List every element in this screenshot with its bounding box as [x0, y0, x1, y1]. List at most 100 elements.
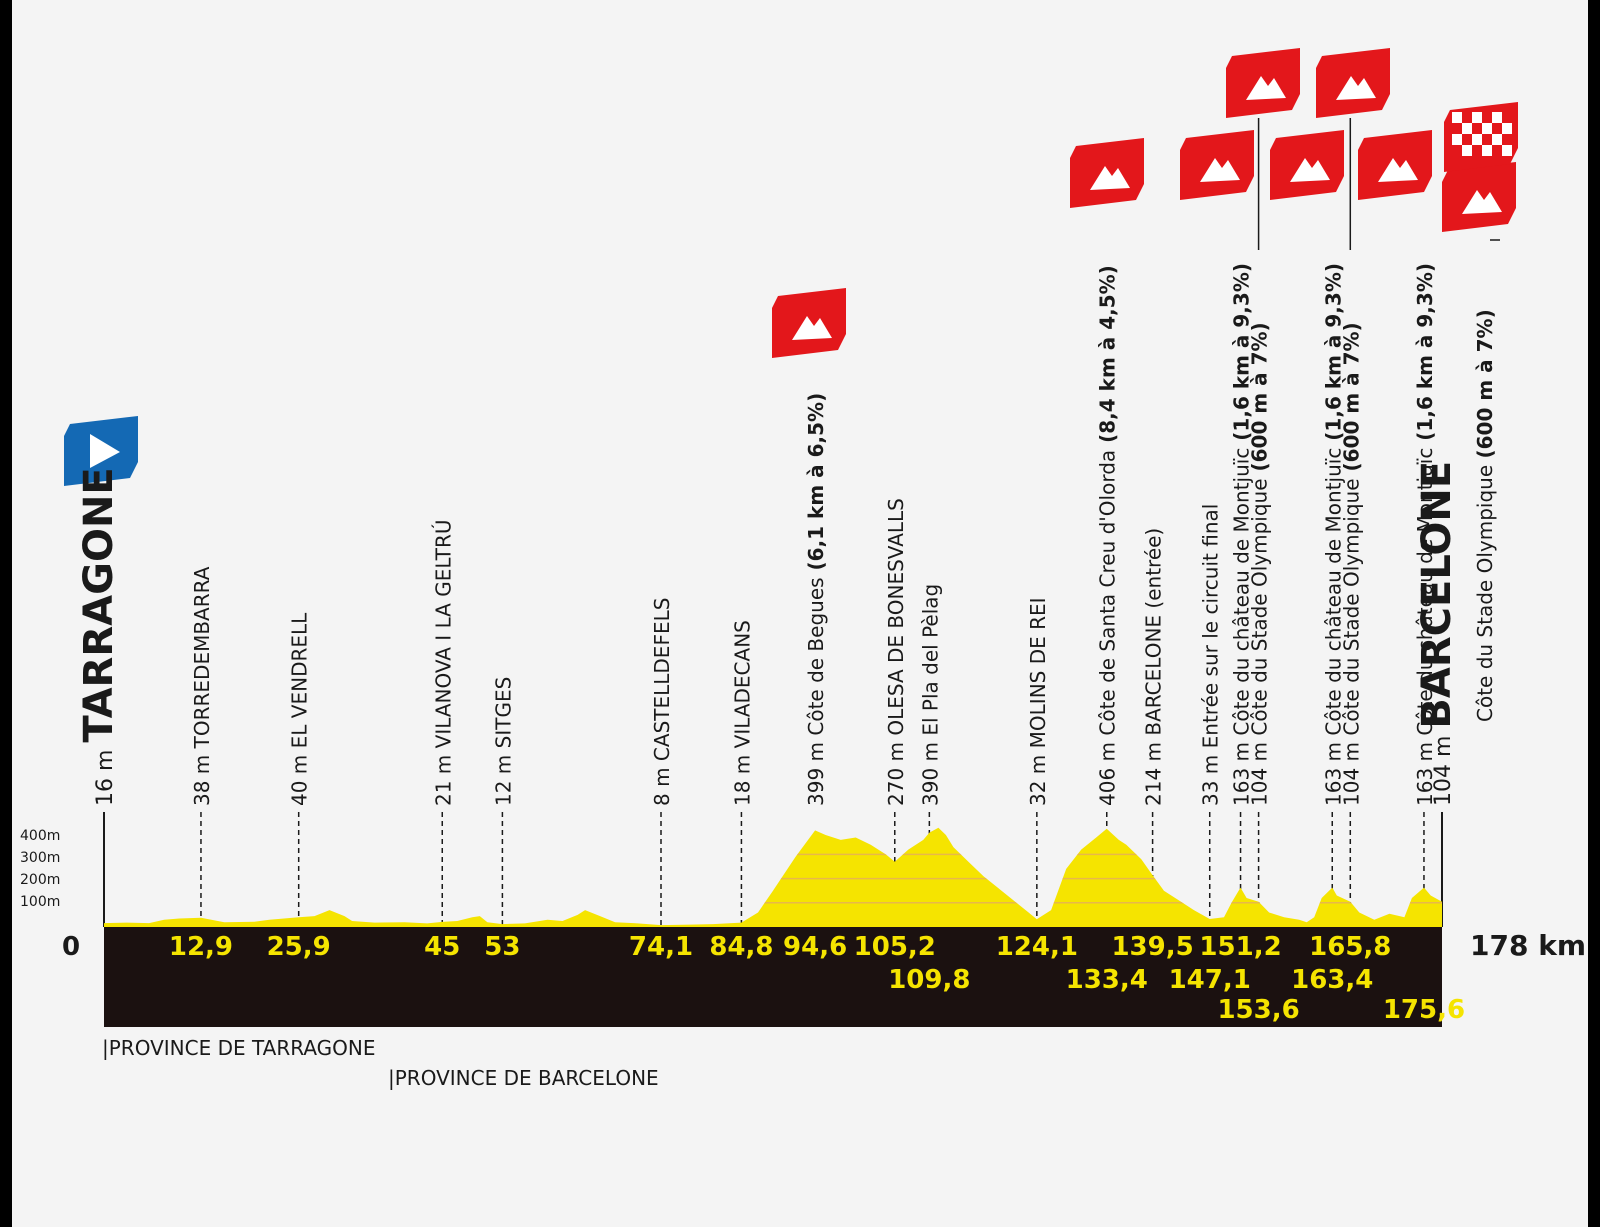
waypoint-altitude: 104 m [1339, 736, 1363, 806]
checker-square [1472, 134, 1482, 145]
waypoint-altitude: 8 m [650, 761, 674, 806]
waypoint-name: CASTELLDEFELS [650, 598, 674, 762]
km-label: 147,1 [1169, 965, 1251, 995]
waypoint-label: 399 m Côte de Begues (6,1 km à 6,5%) [804, 393, 828, 806]
waypoint-label: 270 m OLESA DE BONESVALLS [884, 498, 908, 806]
mountain-icon [1246, 76, 1286, 100]
waypoint-label: 163 m Côte du château de Montjuïc (1,6 k… [1230, 263, 1254, 806]
play-icon [90, 434, 120, 468]
km-label: 139,5 [1111, 932, 1193, 962]
waypoint-altitude: 21 m [431, 748, 455, 806]
waypoint-climb-detail: (600 m à 7%) [1248, 322, 1272, 478]
mountain-icon [1090, 166, 1130, 190]
waypoint-name: Côte du Stade Olympique [1339, 478, 1363, 735]
waypoint-name: Côte du château de Montjuïc [1321, 448, 1345, 736]
waypoint-name: TARRAGONE [76, 467, 122, 742]
mountain-icon [1290, 158, 1330, 182]
waypoint-altitude: 163 m [1413, 736, 1437, 806]
waypoint-labels-layer: 16 m TARRAGONE 38 m TORREDEMBARRA 40 m EL … [76, 263, 1497, 806]
waypoint-climb-detail: (6,1 km à 6,5%) [804, 393, 828, 578]
checker-square [1452, 112, 1462, 123]
climb-flag [1180, 130, 1254, 200]
axis-layer: 400m 300m 200m 100m 0 178 km [20, 828, 1586, 962]
waypoint-label: 32 m MOLINS DE REI [1026, 597, 1050, 806]
km-label: 124,1 [996, 932, 1078, 962]
waypoint-climb-detail: (1,6 km à 9,3%) [1321, 263, 1345, 448]
waypoint-climb-detail: (1,6 km à 9,3%) [1413, 263, 1437, 448]
waypoint-altitude: 270 m [884, 736, 908, 806]
waypoint-climb-detail: (600 m à 7%) [1339, 322, 1363, 478]
checker-square [1492, 134, 1502, 145]
checker-square [1502, 145, 1512, 156]
waypoint-name: El Pla del Pèlag [918, 584, 942, 736]
climb-flag [1226, 48, 1300, 118]
waypoint-label: 406 m Côte de Santa Creu d'Olorda (8,4 k… [1096, 265, 1120, 806]
waypoint-altitude: 33 m [1199, 748, 1223, 806]
waypoint-label: 12 m SITGES [491, 677, 515, 806]
checker-square [1482, 145, 1492, 156]
checker-square [1502, 123, 1512, 134]
km-label: 133,4 [1066, 965, 1148, 995]
climb-flag [1270, 130, 1344, 200]
waypoint-label: 104 m BARCELONE [1414, 461, 1460, 806]
waypoint-label: 40 m EL VENDRELL [288, 612, 312, 806]
waypoint-altitude: 104 m [1248, 736, 1272, 806]
y-tick-label: 400m [20, 828, 60, 844]
province-label: |PROVINCE DE TARRAGONE [102, 1036, 376, 1060]
mountain-icon [792, 316, 832, 340]
total-distance-label: 178 km [1470, 929, 1586, 962]
waypoint-name: SITGES [491, 677, 515, 749]
waypoint-sub-detail: (600 m à 7%) [1473, 309, 1497, 458]
waypoint-name: BARCELONE [1414, 461, 1460, 729]
mountain-icon [1336, 76, 1376, 100]
y-tick-label: 200m [20, 872, 60, 888]
km-label: 74,1 [629, 932, 693, 962]
waypoint-name: VILANOVA I LA GELTRÚ [431, 520, 455, 749]
waypoint-altitude: 104 m [1431, 729, 1456, 806]
waypoint-name: Côte du Stade Olympique [1248, 478, 1272, 735]
waypoint-altitude: 163 m [1321, 736, 1345, 806]
waypoint-altitude: 390 m [918, 736, 942, 806]
waypoint-altitude: 399 m [804, 736, 828, 806]
km-label: 84,8 [709, 932, 773, 962]
waypoint-name: Côte du château de Montjuïc [1413, 448, 1437, 736]
km-label: 53 [484, 932, 520, 962]
checker-square [1462, 145, 1472, 156]
waypoint-label: 16 m TARRAGONE [76, 467, 122, 806]
y-tick-label: 300m [20, 850, 60, 866]
waypoint-altitude: 12 m [491, 748, 515, 806]
km-label: 94,6 [783, 932, 847, 962]
waypoint-label: 18 m VILADECANS [730, 620, 754, 806]
waypoint-label: 214 m BARCELONE (entrée) [1142, 528, 1166, 806]
waypoint-altitude: 40 m [288, 748, 312, 806]
mountain-icon [1200, 158, 1240, 182]
waypoint-label: 163 m Côte du château de Montjuïc (1,6 k… [1321, 263, 1345, 806]
climb-flag [1070, 138, 1144, 208]
checker-square [1462, 123, 1472, 134]
waypoint-name: OLESA DE BONESVALLS [884, 498, 908, 736]
km-label: 109,8 [888, 965, 970, 995]
province-label: |PROVINCE DE BARCELONE [388, 1066, 659, 1090]
checker-square [1482, 123, 1492, 134]
waypoint-label: 33 m Entrée sur le circuit final [1199, 504, 1223, 806]
flags-layer [64, 48, 1518, 486]
y-tick-label: 100m [20, 894, 60, 910]
zero-label: 0 [62, 932, 80, 962]
km-label: 153,6 [1217, 995, 1299, 1025]
km-label: 45 [424, 932, 460, 962]
waypoint-altitude: 18 m [730, 748, 754, 806]
mountain-icon [1378, 158, 1418, 182]
waypoint-name: VILADECANS [730, 620, 754, 748]
base-band-layer: 12,9 25,9 45 53 74,1 84,8 94,6 105,2109,8124,11… [104, 927, 1465, 1027]
climb-flag [1316, 48, 1390, 118]
km-label: 175,6 [1383, 995, 1465, 1025]
checker-square [1452, 134, 1462, 145]
waypoint-name: MOLINS DE REI [1026, 597, 1050, 748]
waypoint-name: TORREDEMBARRA [190, 566, 214, 749]
waypoint-name: Côte du château de Montjuïc [1230, 448, 1254, 736]
waypoint-label: 163 m Côte du château de Montjuïc (1,6 k… [1413, 263, 1437, 806]
waypoint-name: Entrée sur le circuit final [1199, 504, 1223, 749]
km-label: 12,9 [169, 932, 233, 962]
start-flag [64, 416, 138, 486]
waypoint-altitude: 163 m [1230, 736, 1254, 806]
